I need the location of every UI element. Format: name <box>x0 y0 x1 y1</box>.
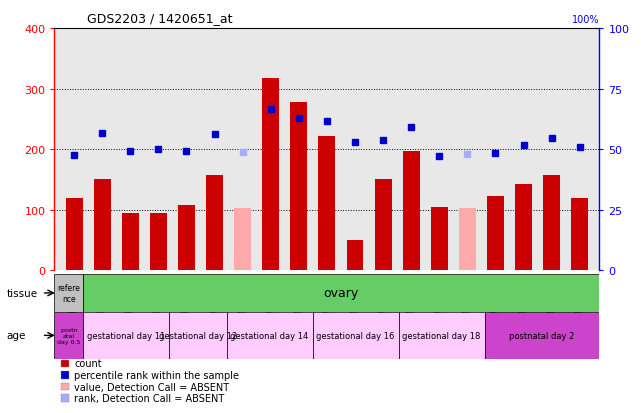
Text: gestational day 18: gestational day 18 <box>403 331 481 340</box>
Bar <box>178 206 195 271</box>
Bar <box>206 175 223 271</box>
Bar <box>374 180 392 271</box>
Bar <box>169 312 226 359</box>
Bar <box>262 78 279 271</box>
Text: age: age <box>6 330 26 341</box>
Text: value, Detection Call = ABSENT: value, Detection Call = ABSENT <box>74 382 229 392</box>
Bar <box>403 152 420 271</box>
Bar <box>226 312 313 359</box>
Bar <box>122 213 138 271</box>
Bar <box>347 240 363 271</box>
Text: ovary: ovary <box>324 287 359 300</box>
Bar <box>313 312 399 359</box>
Bar <box>290 102 307 271</box>
Text: tissue: tissue <box>6 288 38 298</box>
Bar <box>399 312 485 359</box>
Text: gestational day 16: gestational day 16 <box>317 331 395 340</box>
Bar <box>543 175 560 271</box>
Text: gestational day 14: gestational day 14 <box>230 331 309 340</box>
Text: 100%: 100% <box>572 15 599 25</box>
Text: GDS2203 / 1420651_at: GDS2203 / 1420651_at <box>87 12 232 25</box>
Bar <box>83 312 169 359</box>
Text: rank, Detection Call = ABSENT: rank, Detection Call = ABSENT <box>74 393 224 403</box>
Bar <box>431 207 447 271</box>
Bar <box>150 213 167 271</box>
Bar <box>54 275 83 312</box>
Text: postnatal day 2: postnatal day 2 <box>510 331 575 340</box>
Bar <box>319 136 335 271</box>
Bar <box>94 180 111 271</box>
Bar <box>515 184 532 271</box>
Bar <box>234 208 251 271</box>
Bar <box>485 312 599 359</box>
Text: gestational day 12: gestational day 12 <box>159 331 237 340</box>
Bar <box>459 209 476 271</box>
Text: postn
atal
day 0.5: postn atal day 0.5 <box>57 327 81 344</box>
Text: percentile rank within the sample: percentile rank within the sample <box>74 370 239 380</box>
Text: refere
nce: refere nce <box>58 284 80 303</box>
Text: count: count <box>74 358 102 368</box>
Text: gestational day 11: gestational day 11 <box>87 331 165 340</box>
Bar <box>571 198 588 271</box>
Bar <box>54 312 83 359</box>
Bar <box>487 197 504 271</box>
Bar <box>66 198 83 271</box>
